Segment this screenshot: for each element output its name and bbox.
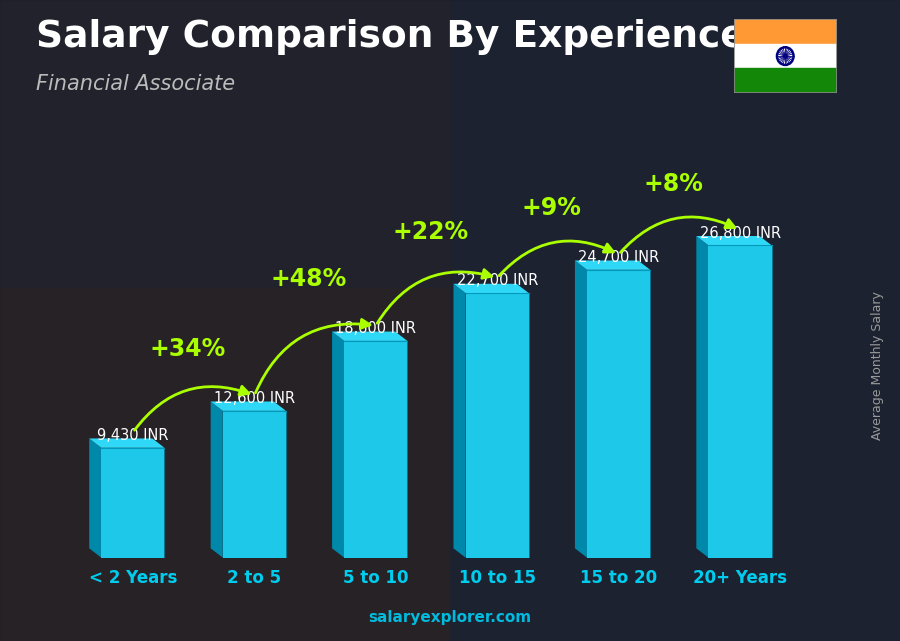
- Polygon shape: [697, 236, 708, 558]
- Polygon shape: [575, 260, 587, 558]
- Bar: [0, 288, 450, 641]
- Polygon shape: [344, 341, 408, 558]
- Text: 9,430 INR: 9,430 INR: [97, 428, 168, 443]
- Text: 18,600 INR: 18,600 INR: [336, 321, 417, 337]
- Text: salaryexplorer.com: salaryexplorer.com: [368, 610, 532, 625]
- Text: 22,700 INR: 22,700 INR: [456, 274, 538, 288]
- Text: Financial Associate: Financial Associate: [36, 74, 235, 94]
- Text: +8%: +8%: [644, 172, 703, 196]
- Polygon shape: [465, 293, 529, 558]
- Text: 24,700 INR: 24,700 INR: [578, 250, 660, 265]
- Polygon shape: [454, 284, 529, 293]
- Text: Average Monthly Salary: Average Monthly Salary: [871, 291, 884, 440]
- Text: +34%: +34%: [149, 337, 226, 362]
- Polygon shape: [89, 438, 102, 558]
- Polygon shape: [211, 401, 223, 558]
- Polygon shape: [697, 236, 771, 246]
- Bar: [450, 0, 900, 641]
- Polygon shape: [454, 284, 465, 558]
- Polygon shape: [223, 411, 286, 558]
- Polygon shape: [332, 331, 344, 558]
- Circle shape: [784, 54, 787, 58]
- Text: +48%: +48%: [271, 267, 347, 292]
- Polygon shape: [575, 260, 650, 270]
- Polygon shape: [211, 401, 286, 411]
- Text: 26,800 INR: 26,800 INR: [699, 226, 780, 241]
- Bar: [734, 19, 837, 44]
- Text: +22%: +22%: [392, 220, 469, 244]
- Polygon shape: [332, 331, 408, 341]
- Bar: [734, 44, 837, 69]
- Polygon shape: [708, 246, 771, 558]
- Polygon shape: [102, 448, 165, 558]
- Text: 12,600 INR: 12,600 INR: [214, 391, 295, 406]
- Text: Salary Comparison By Experience: Salary Comparison By Experience: [36, 19, 746, 55]
- Bar: [0, 0, 450, 288]
- Polygon shape: [587, 270, 650, 558]
- Polygon shape: [89, 438, 165, 448]
- Bar: [734, 69, 837, 93]
- Text: +9%: +9%: [522, 196, 581, 221]
